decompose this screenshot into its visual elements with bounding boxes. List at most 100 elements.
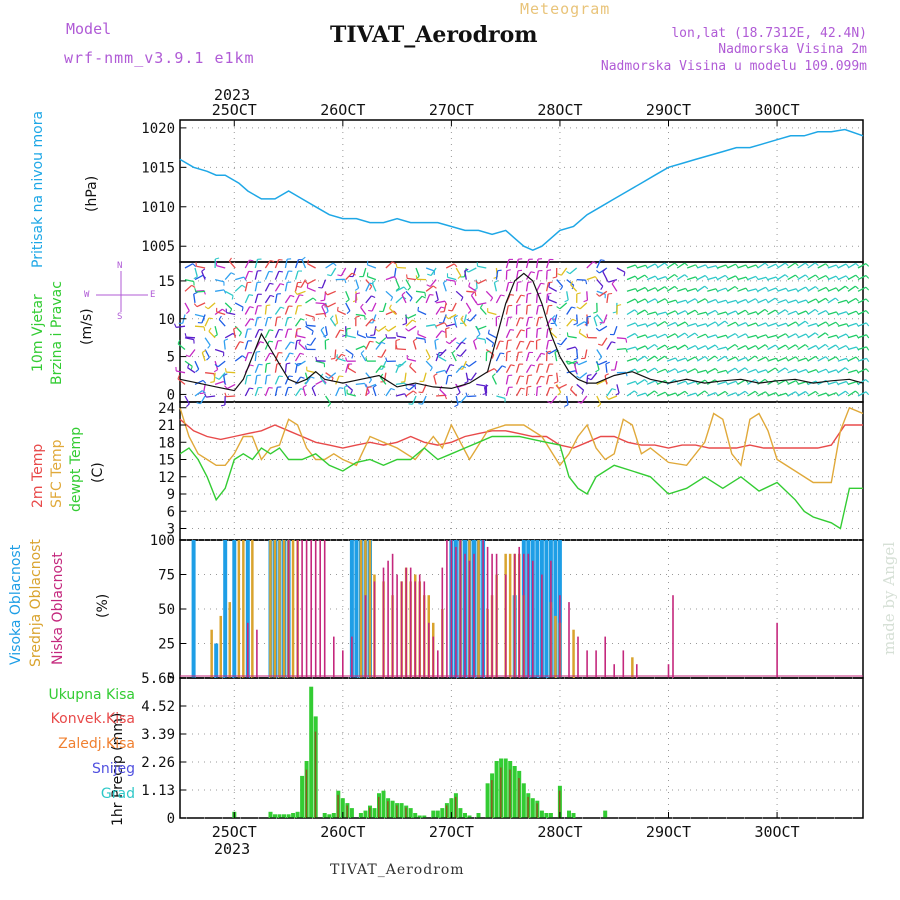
temp-sfc-label: SFC Temp — [49, 439, 65, 508]
wind-barb — [717, 274, 726, 281]
wind-barb — [857, 286, 867, 292]
cloud-low-bar — [541, 574, 543, 678]
wind-barb — [525, 259, 530, 269]
wind-barb-flag — [468, 282, 471, 287]
wind-barb — [415, 267, 420, 277]
wind-barb — [596, 314, 604, 322]
wind-barb — [305, 313, 315, 318]
wind-barb — [301, 259, 307, 269]
wind-barb — [608, 395, 618, 401]
meteogram-label: Meteogram — [520, 0, 611, 18]
wind-barb — [707, 334, 717, 339]
wind-barb — [495, 340, 501, 350]
wind-barb — [515, 317, 521, 327]
cloud-low-bar — [256, 629, 258, 678]
wind-barb-flag — [815, 298, 819, 303]
wind-barb — [455, 290, 464, 298]
wind-barb — [747, 368, 757, 374]
wind-barb — [194, 390, 203, 397]
cloud-low-bar — [437, 650, 439, 678]
wind-barb-flag — [360, 350, 365, 354]
wind-barb — [545, 282, 550, 292]
wind-barb — [284, 329, 289, 338]
wind-barb — [566, 291, 569, 301]
wind-barb — [686, 368, 696, 374]
precip-total-bar — [503, 758, 508, 818]
legend-convective-rain: Konvek.Kisa — [50, 711, 135, 727]
wind-barb — [274, 283, 281, 292]
wind-barb-flag — [745, 309, 749, 314]
wind-barb — [666, 392, 676, 397]
wind-barb-flag — [824, 332, 829, 336]
wind-barb-flag — [825, 287, 830, 291]
wind-barb-flag — [734, 333, 739, 337]
wind-barb-flag — [694, 356, 699, 361]
wind-barb — [578, 360, 588, 366]
wind-barb — [224, 272, 232, 281]
y-tick-label: 1015 — [141, 160, 175, 176]
wind-barb — [401, 294, 407, 304]
wind-barb-flag — [557, 342, 562, 346]
wind-barb — [717, 390, 726, 397]
wind-barb-flag — [301, 256, 306, 261]
y-tick-label: 5.65 — [141, 671, 175, 687]
x-tick-label-bottom: 27OCT — [429, 823, 474, 841]
cloud-high-bar — [349, 540, 354, 678]
wind-barb-flag — [553, 381, 559, 384]
wind-barb — [467, 395, 477, 398]
wind-barb-flag — [684, 344, 689, 349]
wind-barb — [545, 259, 551, 269]
wind-barb — [284, 363, 288, 373]
wind-barb-flag — [421, 295, 426, 299]
wind-barb-flag — [510, 364, 515, 367]
wind-barb — [545, 270, 548, 280]
wind-barb-flag — [795, 333, 799, 337]
wind-barb — [415, 337, 425, 340]
cloud-mid-bar — [508, 553, 512, 678]
wind-barb — [274, 259, 280, 269]
wind-barb — [717, 381, 727, 386]
wind-barb — [264, 363, 268, 373]
wind-barb-flag — [268, 340, 274, 343]
wind-barb — [636, 355, 645, 362]
wind-barb-flag — [341, 353, 346, 357]
wind-barb — [747, 322, 757, 327]
wind-barb-flag — [332, 262, 337, 267]
y-tick-label: 1005 — [141, 239, 175, 255]
y-tick-label: 2.26 — [141, 755, 175, 771]
wind-barb — [777, 333, 786, 339]
wind-barb-flag — [355, 292, 361, 295]
wind-barb-flag — [300, 318, 305, 321]
wind-barb-flag — [600, 286, 604, 290]
wind-barb — [302, 387, 307, 397]
wind-barb — [757, 276, 767, 281]
wind-barb-flag — [587, 374, 592, 376]
wind-barb-flag — [432, 285, 437, 289]
wind-barb — [234, 355, 243, 362]
wind-barb — [767, 309, 776, 316]
wind-barb-flag — [625, 338, 628, 343]
wind-barb — [626, 322, 636, 327]
year-bottom: 2023 — [214, 840, 251, 858]
wind-barb — [485, 290, 494, 299]
wind-barb-flag — [825, 321, 829, 326]
wind-barb — [727, 310, 736, 316]
wind-barb — [586, 275, 596, 281]
wind-barb — [626, 298, 636, 304]
wind-barb-flag — [571, 306, 576, 309]
wind-barb-flag — [509, 294, 514, 296]
wind-barb — [307, 287, 316, 292]
wind-barb — [747, 334, 757, 339]
wind-barb — [777, 379, 786, 385]
wind-barb — [284, 375, 290, 385]
precip-total-bar — [512, 766, 517, 818]
cloud-high-bar — [544, 540, 549, 678]
wind-barb — [218, 372, 226, 380]
wind-barb — [379, 376, 387, 385]
wind-barb-flag — [507, 339, 512, 342]
wind-barb — [601, 337, 608, 346]
wind-barb — [294, 388, 302, 397]
cloud-low-bar — [482, 540, 484, 678]
wind-barb-flag — [527, 292, 532, 295]
wind-barb-flag — [597, 403, 602, 408]
